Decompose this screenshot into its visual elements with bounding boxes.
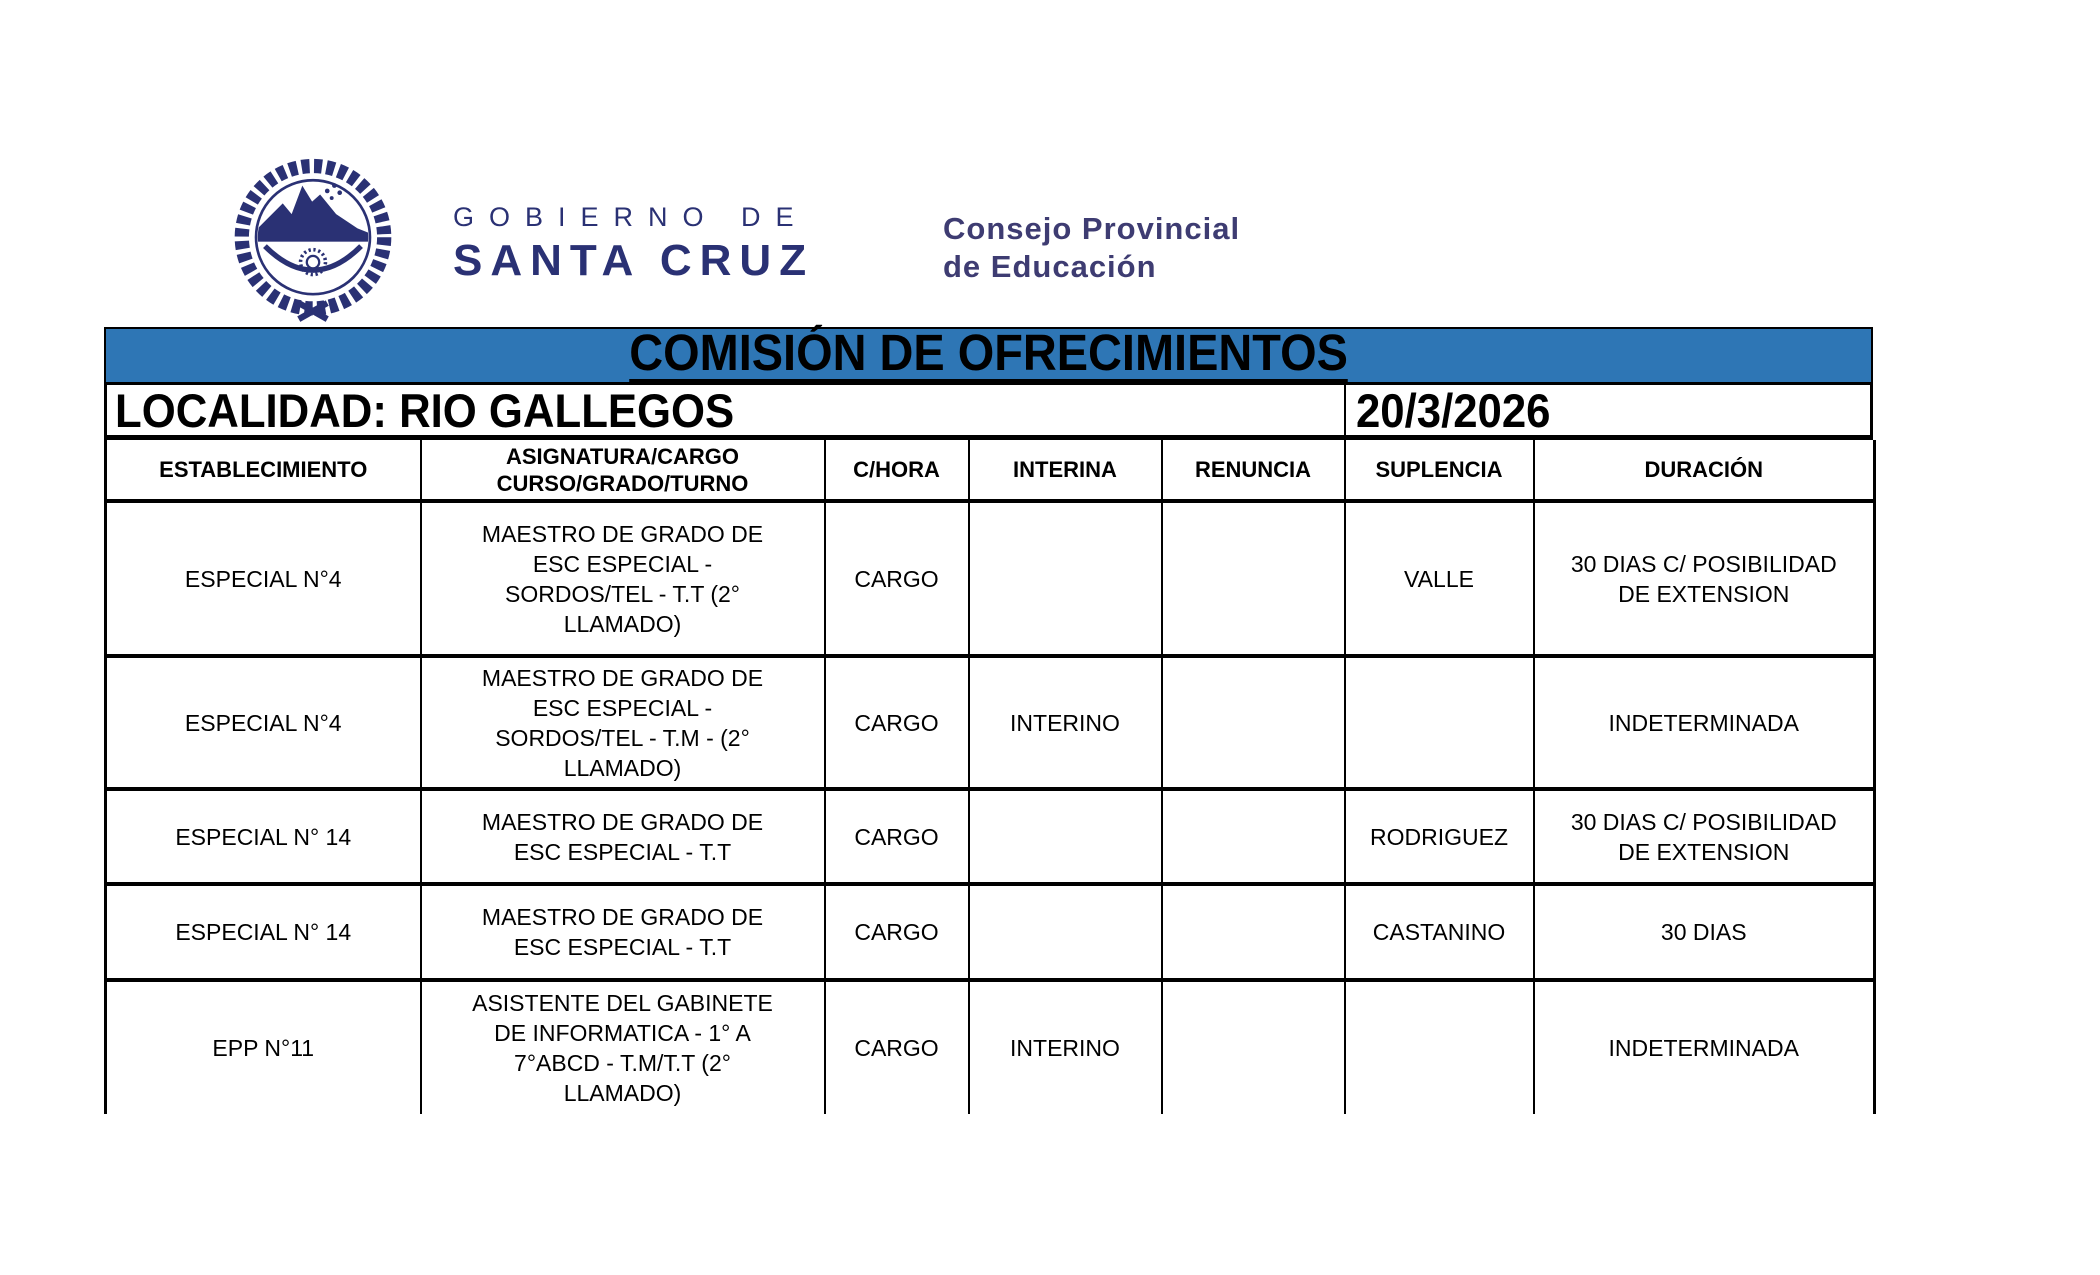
header-establecimiento: ESTABLECIMIENTO [104, 440, 422, 503]
cell-duracion: INDETERMINADA [1532, 654, 1876, 791]
offers-table: ESTABLECIMIENTO ASIGNATURA/CARGO CURSO/G… [104, 440, 1876, 1114]
cell-asignatura: MAESTRO DE GRADO DE ESC ESPECIAL - SORDO… [419, 499, 826, 658]
council-line2: de Educación [943, 249, 1157, 284]
table-row: EPP N°11 ASISTENTE DEL GABINETE DE INFORM… [104, 978, 1876, 1114]
table-row: ESPECIAL N° 14 MAESTRO DE GRADO DE ESC ES… [104, 882, 1876, 982]
cell-renuncia [1160, 654, 1346, 791]
offers-document: COMISIÓN DE OFRECIMIENTOS LOCALIDAD: RIO… [104, 327, 1876, 1114]
cell-c-hora: CARGO [823, 882, 970, 982]
locality-cell: LOCALIDAD: RIO GALLEGOS [107, 385, 1346, 435]
header-asignatura-cargo: ASIGNATURA/CARGO CURSO/GRADO/TURNO [419, 440, 826, 503]
cell-c-hora: CARGO [823, 787, 970, 886]
cell-asignatura: MAESTRO DE GRADO DE ESC ESPECIAL - T.T [419, 787, 826, 886]
cell-suplencia: VALLE [1343, 499, 1535, 658]
document-title: COMISIÓN DE OFRECIMIENTOS [629, 327, 1348, 384]
cell-suplencia [1343, 654, 1535, 791]
cell-establecimiento: ESPECIAL N° 14 [104, 882, 422, 982]
title-banner: COMISIÓN DE OFRECIMIENTOS [104, 327, 1873, 385]
header-renuncia: RENUNCIA [1160, 440, 1346, 503]
government-logo-text: GOBIERNO DE SANTA CRUZ [453, 202, 814, 286]
date-cell: 20/3/2026 [1346, 385, 1870, 435]
cell-renuncia [1160, 499, 1346, 658]
header-interina: INTERINA [967, 440, 1163, 503]
cell-c-hora: CARGO [823, 499, 970, 658]
cell-establecimiento: EPP N°11 [104, 978, 422, 1114]
locality-text: LOCALIDAD: RIO GALLEGOS [115, 385, 735, 435]
cell-asignatura: ASISTENTE DEL GABINETE DE INFORMATICA - … [419, 978, 826, 1114]
date-text: 20/3/2026 [1356, 385, 1551, 435]
cell-establecimiento: ESPECIAL N°4 [104, 499, 422, 658]
cell-duracion: 30 DIAS [1532, 882, 1876, 982]
council-logo-text: Consejo Provincial de Educación [943, 210, 1240, 286]
santa-cruz-coat-of-arms-icon [234, 158, 392, 322]
locality-date-row: LOCALIDAD: RIO GALLEGOS 20/3/2026 [104, 385, 1873, 440]
cell-duracion: 30 DIAS C/ POSIBILIDAD DE EXTENSION [1532, 787, 1876, 886]
header-duracion: DURACIÓN [1532, 440, 1876, 503]
cell-renuncia [1160, 978, 1346, 1114]
table-header-row: ESTABLECIMIENTO ASIGNATURA/CARGO CURSO/G… [104, 440, 1876, 503]
cell-suplencia: CASTANINO [1343, 882, 1535, 982]
table-row: ESPECIAL N° 14 MAESTRO DE GRADO DE ESC ES… [104, 787, 1876, 886]
cell-asignatura: MAESTRO DE GRADO DE ESC ESPECIAL - T.T [419, 882, 826, 982]
cell-interina: INTERINO [967, 978, 1163, 1114]
cell-interina [967, 499, 1163, 658]
cell-duracion: 30 DIAS C/ POSIBILIDAD DE EXTENSION [1532, 499, 1876, 658]
cell-interina: INTERINO [967, 654, 1163, 791]
offers-table-body: ESPECIAL N°4 MAESTRO DE GRADO DE ESC ESPE… [104, 499, 1876, 1114]
cell-suplencia: RODRIGUEZ [1343, 787, 1535, 886]
cell-renuncia [1160, 882, 1346, 982]
cell-interina [967, 787, 1163, 886]
cell-c-hora: CARGO [823, 978, 970, 1114]
cell-interina [967, 882, 1163, 982]
cell-establecimiento: ESPECIAL N° 14 [104, 787, 422, 886]
cell-suplencia [1343, 978, 1535, 1114]
government-logo-line2: SANTA CRUZ [453, 236, 815, 285]
table-row: ESPECIAL N°4 MAESTRO DE GRADO DE ESC ESPE… [104, 654, 1876, 791]
government-logo-line1: GOBIERNO DE [453, 202, 809, 232]
cell-c-hora: CARGO [823, 654, 970, 791]
council-line1: Consejo Provincial [943, 211, 1241, 246]
cell-duracion: INDETERMINADA [1532, 978, 1876, 1114]
cell-asignatura: MAESTRO DE GRADO DE ESC ESPECIAL - SORDO… [419, 654, 826, 791]
header-suplencia: SUPLENCIA [1343, 440, 1535, 503]
table-row: ESPECIAL N°4 MAESTRO DE GRADO DE ESC ESPE… [104, 499, 1876, 658]
header-c-hora: C/HORA [823, 440, 970, 503]
cell-renuncia [1160, 787, 1346, 886]
cell-establecimiento: ESPECIAL N°4 [104, 654, 422, 791]
